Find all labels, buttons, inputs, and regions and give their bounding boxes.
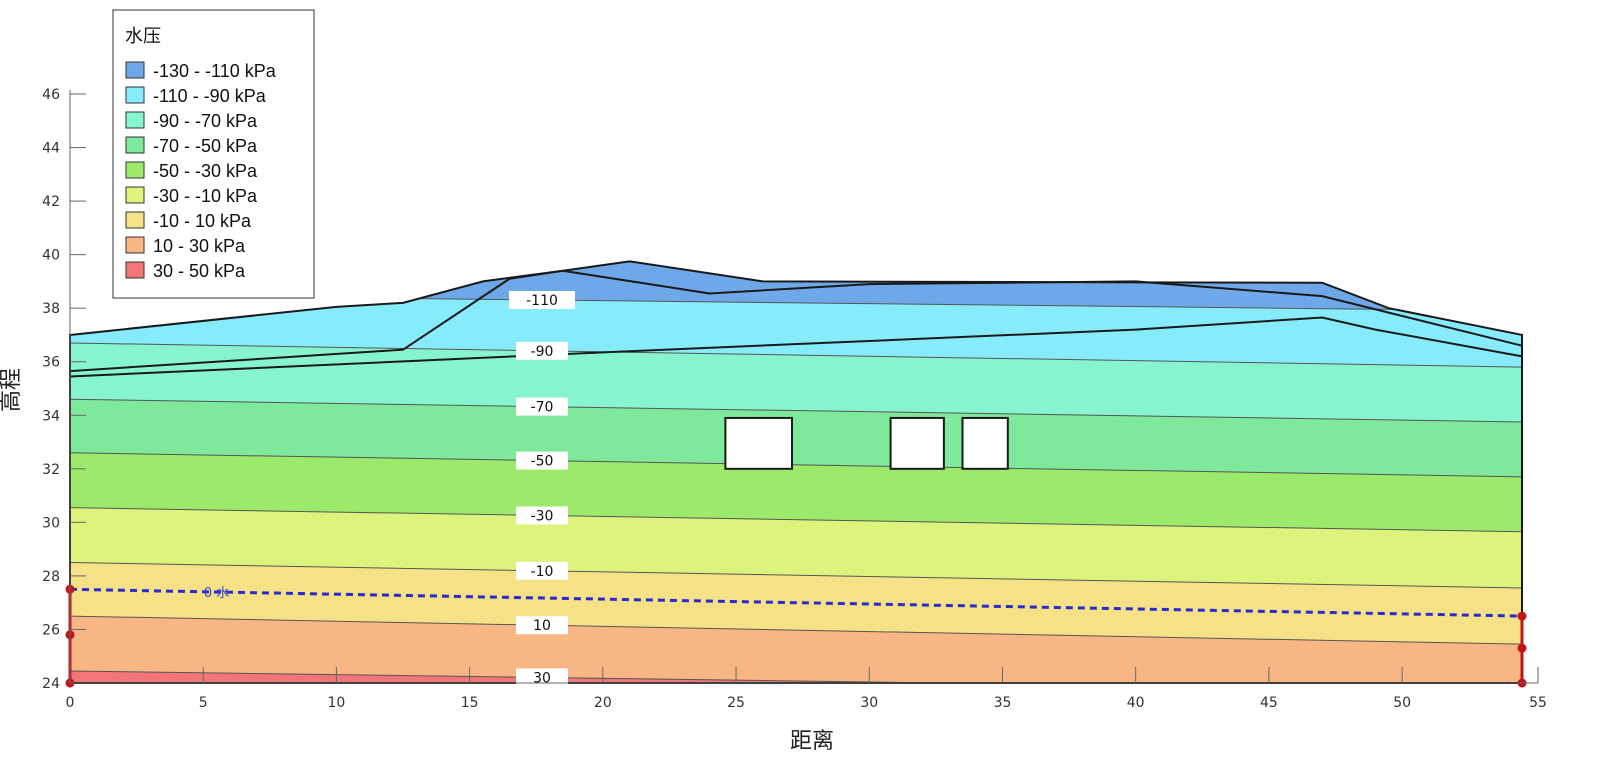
contour-label: -30 (531, 508, 554, 524)
phreatic-line: 0 水 (69, 586, 1523, 618)
contour-label-box (516, 451, 568, 470)
x-tick-label: 30 (860, 695, 878, 711)
y-tick-label: 46 (42, 87, 60, 103)
x-tick-label: 40 (1127, 695, 1145, 711)
legend-label: -30 - -10 kPa (153, 186, 258, 206)
culvert-opening (889, 416, 945, 470)
legend-label: -130 - -110 kPa (153, 61, 277, 81)
contour-line (70, 562, 1522, 589)
legend-label: -10 - 10 kPa (153, 211, 252, 231)
contour-label-box (516, 397, 568, 416)
legend-title: 水压 (125, 26, 161, 47)
contour-label: -90 (531, 344, 554, 360)
boundary-node (1517, 611, 1527, 621)
legend-label: -90 - -70 kPa (153, 111, 258, 131)
x-tick-label: 45 (1260, 695, 1278, 711)
culvert-opening (961, 416, 1009, 470)
legend: 水压 -130 - -110 kPa -110 - -90 kPa -90 - -7… (112, 9, 315, 299)
legend-label: -110 - -90 kPa (153, 86, 267, 106)
x-tick-label: 35 (994, 695, 1012, 711)
culvert-opening (724, 416, 794, 470)
legend-swatch (125, 161, 145, 179)
y-tick-label: 42 (42, 194, 60, 210)
y-tick-label: 30 (42, 515, 60, 531)
y-tick-label: 36 (42, 355, 60, 371)
legend-label: -50 - -30 kPa (153, 161, 258, 181)
legend-swatch (125, 61, 145, 79)
contour-label-box (516, 561, 568, 580)
layer-line (69, 269, 1523, 373)
soil-layer-lines (69, 269, 1523, 378)
culvert-openings (724, 416, 1009, 470)
x-tick-label: 0 (66, 695, 75, 711)
x-tick-label: 15 (461, 695, 479, 711)
contour-label: -50 (531, 454, 554, 470)
legend-frame (112, 9, 315, 299)
x-tick-label: 50 (1393, 695, 1411, 711)
legend-swatch (125, 111, 145, 129)
contour-line (70, 342, 1522, 368)
legend-swatch (125, 236, 145, 254)
legend-label: -70 - -50 kPa (153, 136, 258, 156)
y-axis-title: 高程 (0, 368, 24, 412)
pressure-band (70, 670, 1522, 683)
contour-line (70, 398, 1522, 423)
x-tick-label: 5 (199, 695, 208, 711)
pressure-band (70, 452, 1522, 532)
y-tick-label: 28 (42, 569, 60, 585)
pressure-band (70, 342, 1522, 422)
phreatic-line-path (69, 587, 1523, 618)
contour-line (70, 615, 1522, 645)
boundary-node (1517, 643, 1527, 653)
contour-line (70, 670, 1522, 683)
legend-swatch (125, 136, 145, 154)
pressure-bands (70, 261, 1522, 683)
y-tick-label: 38 (42, 301, 60, 317)
contour-label: -70 (531, 400, 554, 416)
y-tick-label: 34 (42, 408, 60, 424)
phreatic-line-label: 0 水 (204, 586, 229, 601)
axes: 24 26 28 30 32 34 36 38 40 42 44 46 0 5 10 15 20 25 30 35 40… (42, 87, 1547, 711)
legend-label: 10 - 30 kPa (153, 236, 246, 256)
contour-label: 10 (533, 618, 551, 634)
contour-label-box (516, 616, 568, 635)
y-tick-label: 26 (42, 622, 60, 638)
contour-line (70, 507, 1522, 533)
contour-label-box (516, 506, 568, 525)
y-tick-label: 44 (42, 141, 60, 157)
x-tick-label: 10 (328, 695, 346, 711)
layer-line (69, 316, 1523, 378)
legend-swatch (125, 86, 145, 104)
contour-label: -10 (531, 564, 554, 580)
contour-label: 30 (533, 670, 551, 686)
y-tick-label: 32 (42, 462, 60, 478)
y-tick-label: 40 (42, 248, 60, 264)
contour-line (70, 452, 1522, 478)
contour-label-box (509, 291, 575, 310)
pressure-band (70, 616, 1522, 683)
contour-labels: 30 10 -10 -30 -50 -70 -90 -110 (509, 291, 575, 687)
contour-label: -110 (526, 293, 558, 309)
x-tick-label: 20 (594, 695, 612, 711)
contour-label-box (516, 341, 568, 360)
contour-label-box (516, 668, 568, 687)
legend-swatch (125, 211, 145, 229)
pressure-band (70, 507, 1522, 588)
x-tick-label: 25 (727, 695, 745, 711)
x-axis-title: 距离 (790, 729, 834, 754)
legend-swatch (125, 186, 145, 204)
legend-label: 30 - 50 kPa (153, 261, 246, 281)
x-tick-label: 55 (1529, 695, 1547, 711)
y-tick-label: 24 (42, 676, 60, 692)
pressure-band (70, 399, 1522, 477)
legend-swatch (125, 261, 145, 279)
